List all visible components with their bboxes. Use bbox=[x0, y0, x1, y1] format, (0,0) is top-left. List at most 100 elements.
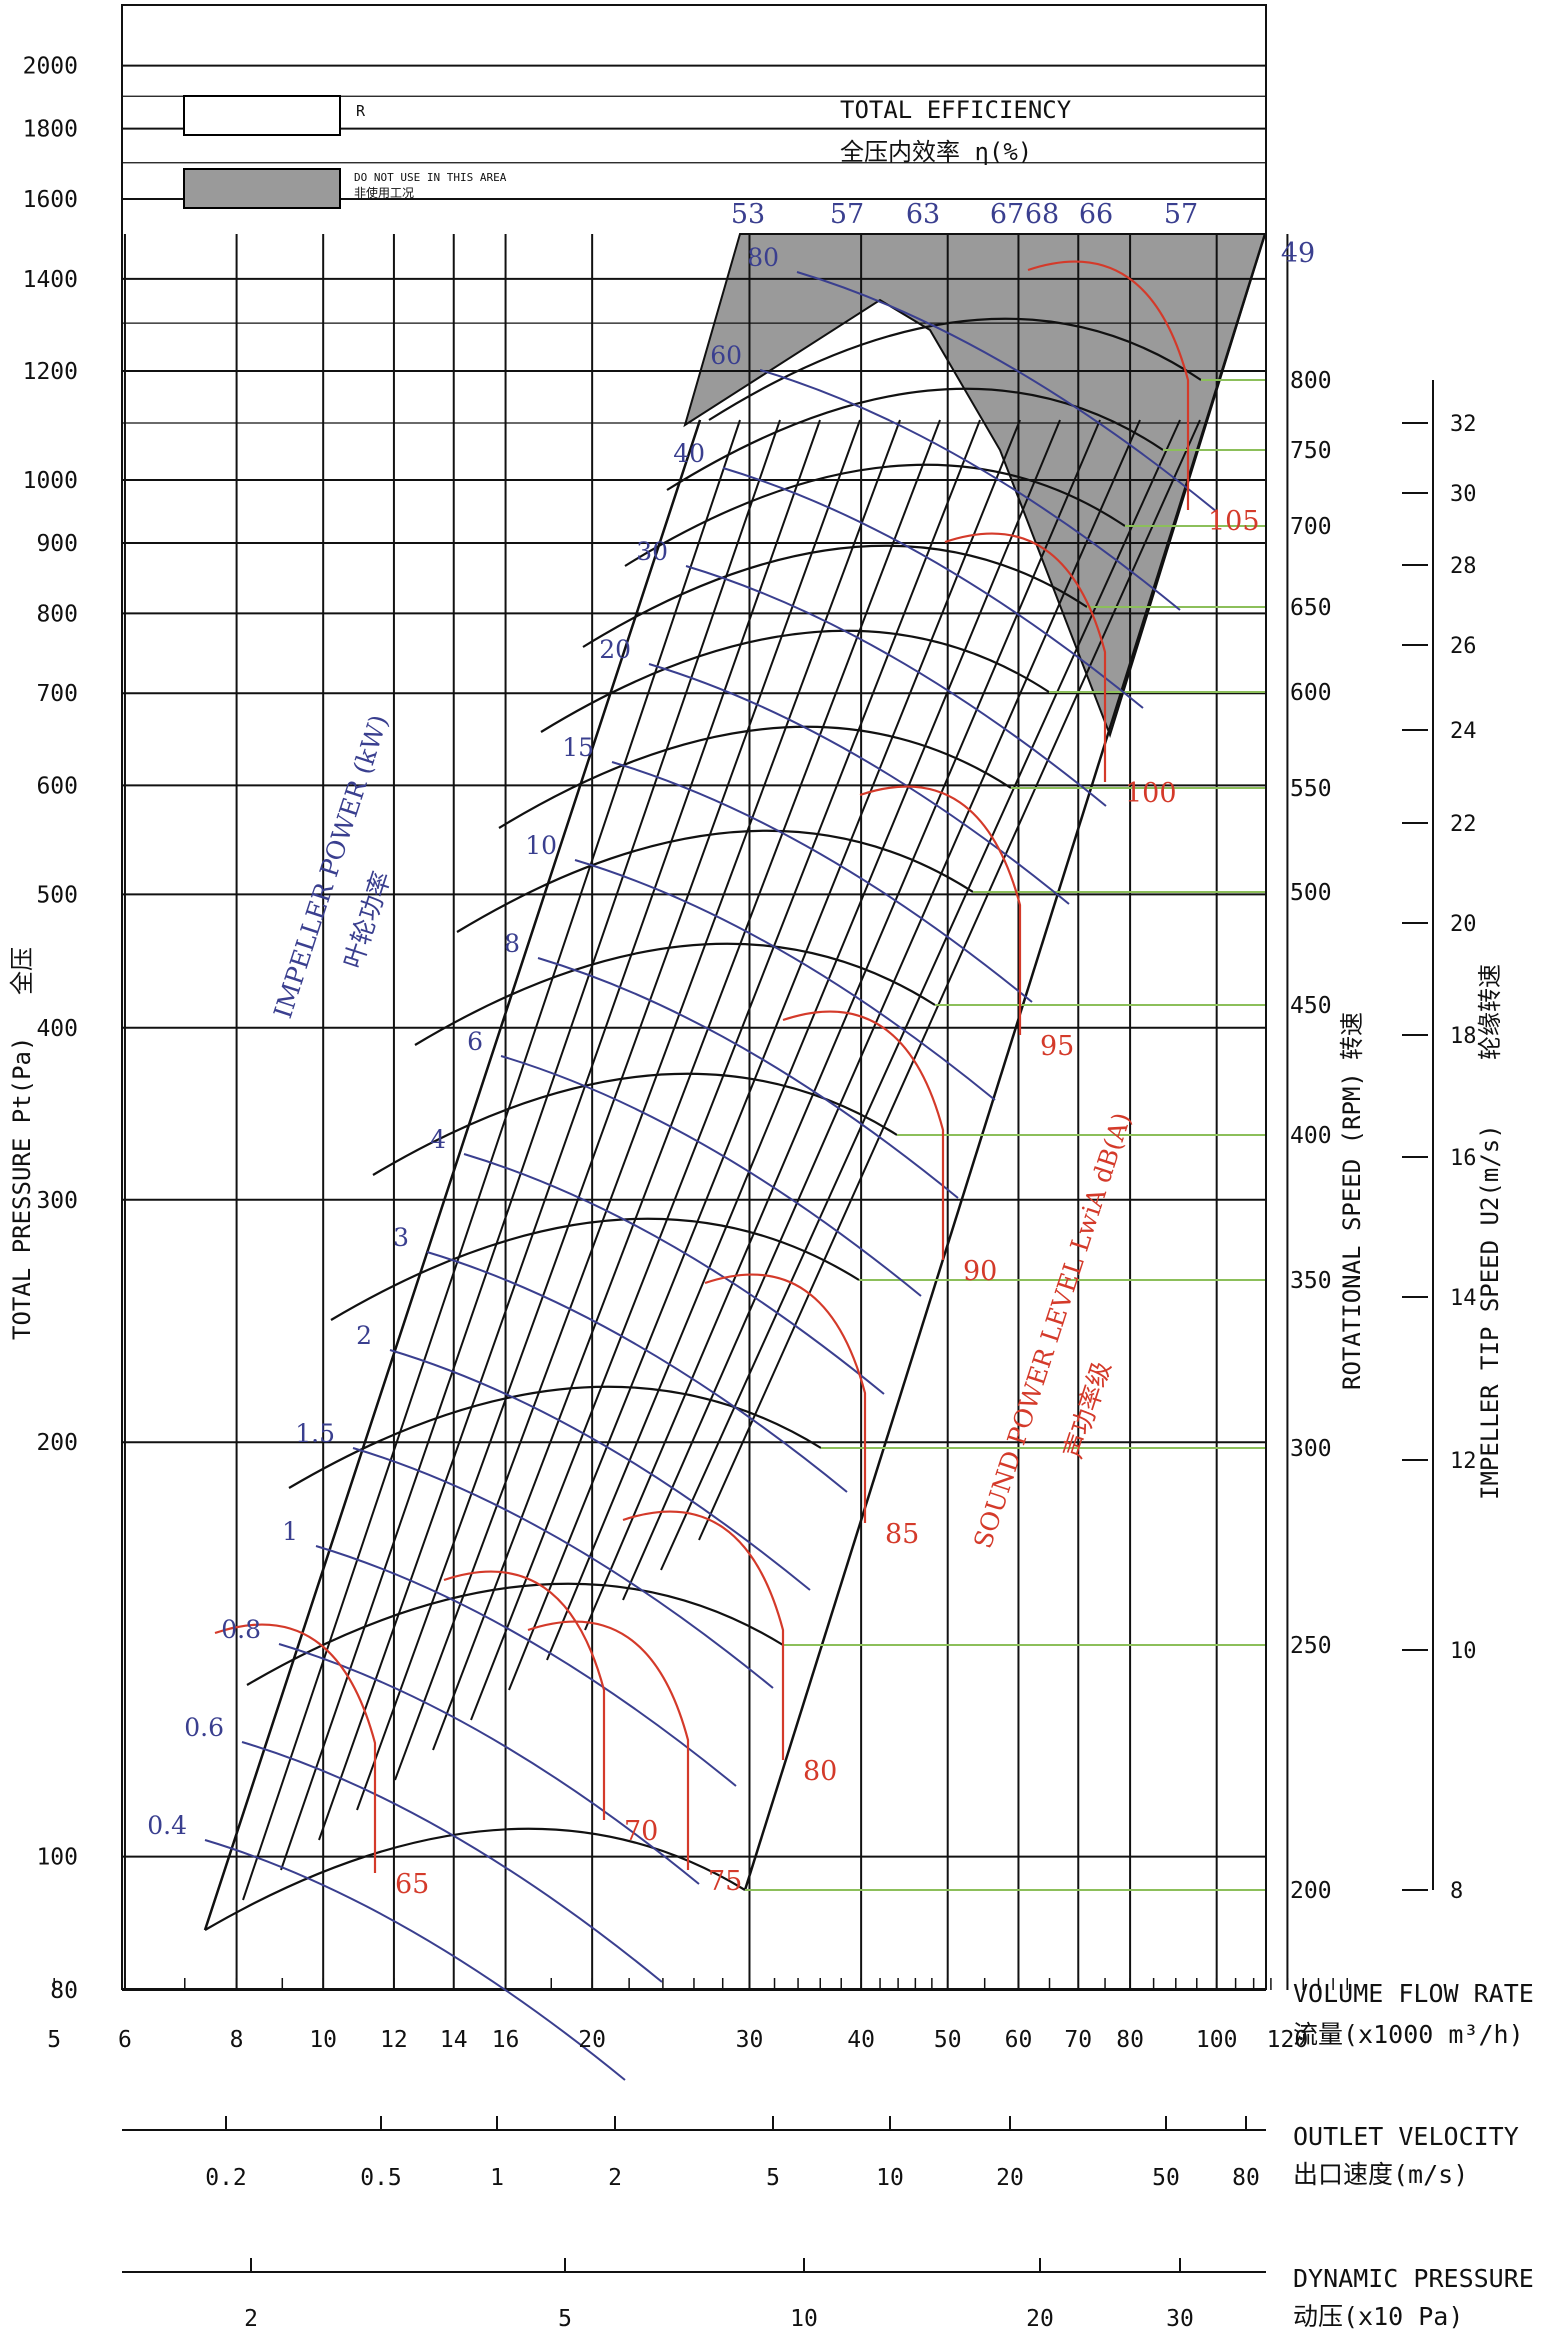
rpm-value: 500 bbox=[1290, 880, 1332, 906]
y-tick-label: 1600 bbox=[23, 187, 78, 213]
rpm-value: 250 bbox=[1290, 1633, 1332, 1659]
x-tick-label: 70 bbox=[1064, 2027, 1092, 2053]
x-tick-label: 8 bbox=[230, 2027, 244, 2053]
impeller-power-curve bbox=[537, 957, 959, 1199]
legend-normal-label: R bbox=[356, 102, 366, 120]
efficiency-label: 66 bbox=[1079, 199, 1113, 230]
impeller-power-curve bbox=[352, 1447, 774, 1689]
dynamic-pressure-value: 5 bbox=[558, 2306, 572, 2332]
impeller-power-label: 0.8 bbox=[221, 1615, 261, 1644]
impeller-power-curve bbox=[611, 761, 1033, 1003]
impeller-power-curve bbox=[796, 271, 1218, 513]
y-tick-label: 1400 bbox=[23, 267, 78, 293]
tip-speed-value: 16 bbox=[1450, 1146, 1477, 1171]
tip-speed-value: 24 bbox=[1450, 719, 1477, 744]
resistance-line bbox=[470, 419, 981, 1721]
rpm-axis-title: ROTATIONAL SPEED (RPM) bbox=[1338, 1072, 1366, 1390]
sound-power-curve bbox=[704, 1273, 867, 1523]
rpm-axis-title-cn: 转速 bbox=[1338, 1012, 1366, 1060]
y-tick-label: 80 bbox=[50, 1978, 78, 2004]
rpm-value: 300 bbox=[1290, 1436, 1332, 1462]
rpm-value: 700 bbox=[1290, 514, 1332, 540]
impeller-power-label: 6 bbox=[467, 1027, 483, 1056]
resistance-line bbox=[280, 419, 781, 1871]
sound-power-curve bbox=[622, 1510, 785, 1760]
y-tick-label: 200 bbox=[36, 1430, 78, 1456]
impeller-power-label: 1.5 bbox=[295, 1419, 335, 1448]
x-tick-label: 100 bbox=[1196, 2027, 1238, 2053]
resistance-line bbox=[546, 419, 1061, 1661]
y-tick-label: 100 bbox=[36, 1845, 78, 1871]
speed-curve bbox=[456, 829, 974, 933]
y-tick-label: 1200 bbox=[23, 359, 78, 385]
sound-power-label: 70 bbox=[624, 1816, 658, 1847]
speed-curve bbox=[288, 1385, 822, 1489]
speed-curve bbox=[708, 317, 1202, 421]
efficiency-title: TOTAL EFFICIENCY bbox=[840, 96, 1072, 124]
rpm-value: 750 bbox=[1290, 438, 1332, 464]
speed-curve bbox=[330, 1217, 860, 1321]
speed-curve bbox=[540, 629, 1050, 733]
impeller-power-curve bbox=[722, 467, 1144, 709]
impeller-power-curve bbox=[648, 663, 1070, 905]
rpm-value: 200 bbox=[1290, 1878, 1332, 1904]
tip-speed-value: 26 bbox=[1450, 634, 1477, 659]
outlet-velocity-value: 1 bbox=[490, 2165, 504, 2191]
sound-power-title: SOUND POWER LEVEL LwiA dB(A) bbox=[968, 1109, 1137, 1552]
speed-curve bbox=[666, 387, 1164, 491]
x-tick-label: 10 bbox=[309, 2027, 337, 2053]
resistance-line bbox=[508, 419, 1021, 1691]
impeller-power-label: 2 bbox=[356, 1321, 372, 1350]
resistance-line bbox=[698, 419, 1201, 1541]
tip-speed-value: 22 bbox=[1450, 812, 1477, 837]
legend-restricted-label-cn: 非使用工况 bbox=[354, 186, 415, 200]
rpm-value: 800 bbox=[1290, 368, 1332, 394]
efficiency-label: 57 bbox=[830, 199, 864, 230]
resistance-line bbox=[622, 419, 1141, 1601]
rpm-value: 350 bbox=[1290, 1268, 1332, 1294]
outlet-velocity-value: 0.2 bbox=[205, 2165, 247, 2191]
sound-power-label: 85 bbox=[885, 1519, 919, 1550]
sound-power-label: 105 bbox=[1208, 506, 1260, 537]
impeller-power-curve bbox=[500, 1055, 922, 1297]
impeller-power-label: 4 bbox=[430, 1125, 446, 1154]
impeller-power-label: 20 bbox=[599, 635, 631, 664]
impeller-power-title: IMPELLER POWER (kW) bbox=[268, 711, 394, 1022]
speed-curve bbox=[414, 942, 936, 1046]
rpm-value: 400 bbox=[1290, 1123, 1332, 1149]
impeller-power-label: 30 bbox=[636, 537, 668, 566]
sound-power-curve bbox=[527, 1620, 690, 1870]
x-tick-label: 50 bbox=[934, 2027, 962, 2053]
sound-power-curve bbox=[1027, 260, 1190, 510]
impeller-power-label: 10 bbox=[525, 831, 557, 860]
impeller-power-label: 0.6 bbox=[184, 1713, 224, 1742]
outlet-velocity-value: 20 bbox=[996, 2165, 1024, 2191]
rpm-value: 550 bbox=[1290, 776, 1332, 802]
dynamic-pressure-value: 30 bbox=[1166, 2306, 1194, 2332]
legend-restricted-label: DO NOT USE IN THIS AREA bbox=[354, 171, 507, 184]
x-tick-label: 16 bbox=[492, 2027, 520, 2053]
sound-power-title-cn: 声功率级 bbox=[1058, 1358, 1116, 1462]
efficiency-title-cn: 全压内效率 η(%) bbox=[840, 138, 1033, 166]
efficiency-label: 67 bbox=[990, 199, 1024, 230]
y-tick-label: 300 bbox=[36, 1188, 78, 1214]
impeller-power-label: 8 bbox=[504, 929, 520, 958]
efficiency-label: 63 bbox=[906, 199, 940, 230]
impeller-power-label: 40 bbox=[673, 439, 705, 468]
x-tick-label: 30 bbox=[736, 2027, 764, 2053]
x-tick-label: 12 bbox=[380, 2027, 408, 2053]
impeller-power-label: 80 bbox=[747, 243, 779, 272]
outlet-velocity-value: 5 bbox=[766, 2165, 780, 2191]
impeller-power-label: 0.4 bbox=[147, 1811, 187, 1840]
y-tick-label: 800 bbox=[36, 601, 78, 627]
y-tick-label: 500 bbox=[36, 882, 78, 908]
sound-power-curve bbox=[443, 1570, 606, 1820]
dynamic-pressure-title: DYNAMIC PRESSURE bbox=[1293, 2264, 1534, 2293]
outlet-velocity-value: 50 bbox=[1152, 2165, 1180, 2191]
impeller-power-curve bbox=[574, 859, 996, 1101]
x-tick-label: 6 bbox=[118, 2027, 132, 2053]
impeller-power-curve bbox=[278, 1643, 700, 1885]
sound-power-label: 90 bbox=[963, 1256, 997, 1287]
sound-power-label: 95 bbox=[1040, 1031, 1074, 1062]
